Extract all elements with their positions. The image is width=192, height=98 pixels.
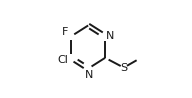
Text: N: N	[106, 31, 115, 41]
Text: S: S	[120, 63, 127, 73]
Text: F: F	[62, 27, 68, 37]
Text: Cl: Cl	[57, 55, 68, 65]
Text: N: N	[85, 70, 93, 80]
